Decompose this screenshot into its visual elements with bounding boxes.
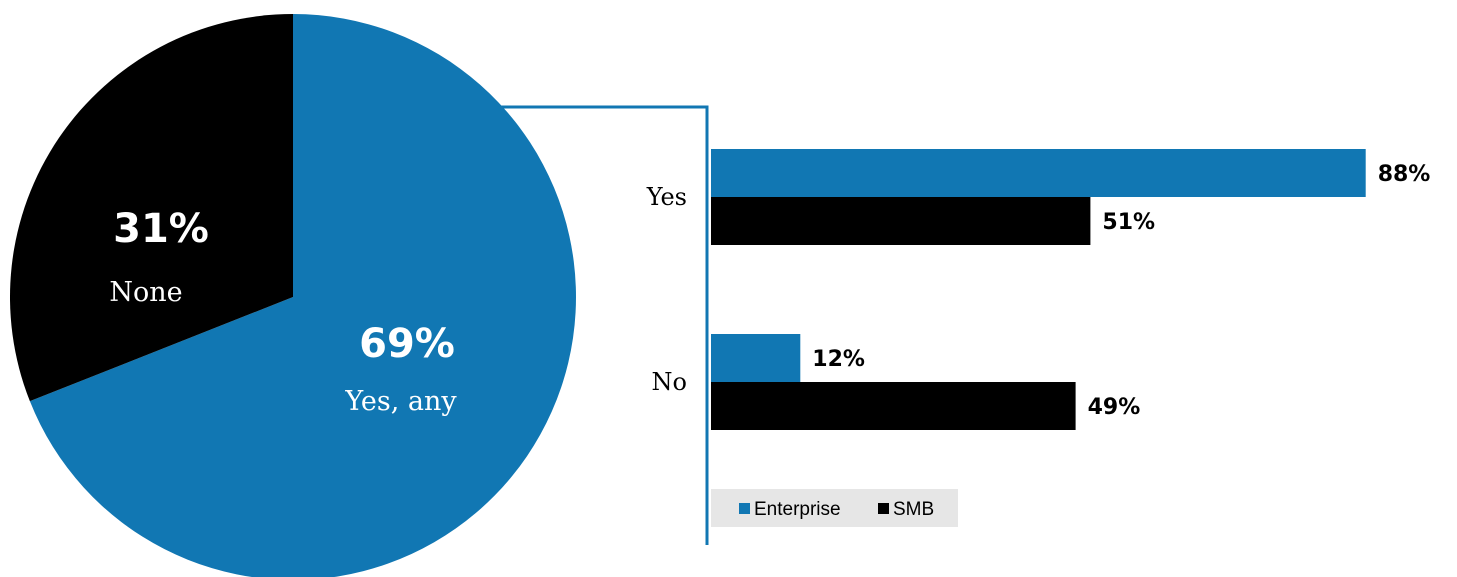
bar-value-enterprise-yes: 88% bbox=[1378, 162, 1431, 187]
pie-value-none: 31% bbox=[113, 206, 209, 252]
legend-entry-smb: SMB bbox=[893, 499, 934, 520]
bar-value-enterprise-no: 12% bbox=[812, 347, 865, 372]
legend-entry-enterprise: Enterprise bbox=[754, 499, 841, 520]
bar-enterprise-yes bbox=[711, 149, 1366, 197]
pie-label-none: None bbox=[109, 277, 182, 308]
pie-slice-none bbox=[9, 14, 293, 402]
pie-chart: 69% Yes, any 31% None bbox=[9, 14, 576, 577]
pie-label-yes-any: Yes, any bbox=[344, 386, 457, 417]
bar-value-smb-yes: 51% bbox=[1102, 210, 1155, 235]
bar-chart: Yes No 88% 51% 12% 49% bbox=[646, 149, 1431, 430]
bar-smb-yes bbox=[711, 197, 1091, 245]
bar-enterprise-no bbox=[711, 334, 801, 382]
bar-smb-no bbox=[711, 382, 1076, 430]
legend: Enterprise SMB bbox=[711, 489, 958, 527]
legend-swatch-smb bbox=[878, 503, 889, 514]
pie-slice-yes-any bbox=[29, 14, 576, 577]
category-label-yes: Yes bbox=[646, 183, 687, 211]
pie-value-yes-any: 69% bbox=[359, 321, 455, 367]
bar-value-smb-no: 49% bbox=[1088, 395, 1141, 420]
legend-swatch-enterprise bbox=[739, 503, 750, 514]
legend-background bbox=[711, 489, 958, 527]
category-label-no: No bbox=[652, 368, 687, 396]
